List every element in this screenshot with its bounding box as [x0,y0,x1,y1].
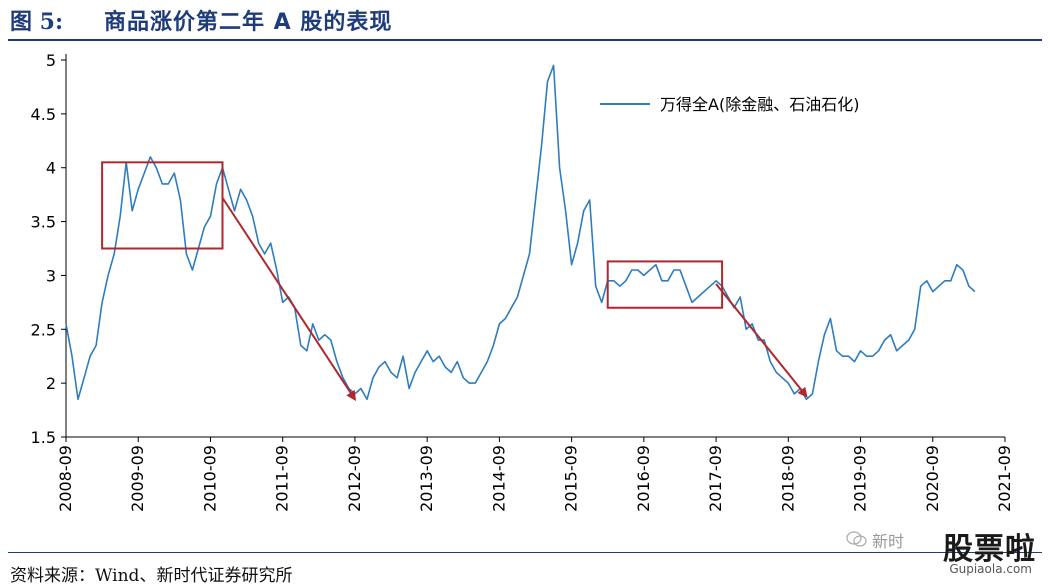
brand-url: Gupiaola.com [949,562,1032,576]
x-tick-label: 2012-09 [345,445,364,512]
source-note: 资料来源：Wind、新时代证券研究所 [10,566,293,586]
wechat-watermark: 新时 [846,528,936,551]
y-tick-label: 3.5 [31,213,56,232]
footer-rule [8,552,1042,553]
legend-label: 万得全A(除金融、石油石化) [660,95,859,114]
x-tick-label: 2014-09 [489,445,508,512]
wechat-icon [846,531,867,547]
series-layer [65,64,976,401]
brand-watermark: 股票啦 Gupiaola.com [924,524,1036,578]
x-tick-label: 2018-09 [778,445,797,512]
x-tick-label: 2016-09 [634,445,653,512]
wechat-text: 新时 [872,532,905,551]
y-tick-label: 4.5 [31,105,56,124]
y-tick-label: 5 [46,51,56,70]
figure-number: 图 5: [10,9,64,35]
x-tick-label: 2021-09 [995,445,1014,512]
y-tick-label: 2 [46,374,56,393]
y-tick-label: 2.5 [31,320,56,339]
series-line [65,64,976,401]
x-tick-label: 2011-09 [273,445,292,512]
annotations [101,161,808,401]
x-tick-label: 2010-09 [200,445,219,512]
x-tick-label: 2019-09 [851,445,870,512]
highlight-box [101,161,224,250]
figure-title: 商品涨价第二年 A 股的表现 [104,10,393,35]
figure-header: 图 5: 商品涨价第二年 A 股的表现 [10,4,1040,38]
y-tick-label: 4 [46,159,56,178]
x-tick-label: 2015-09 [562,445,581,512]
y-tick-label: 1.5 [31,428,56,447]
x-tick-label: 2017-09 [706,445,725,512]
trend-arrow [715,283,808,398]
x-tick-label: 2020-09 [923,445,942,512]
legend: 万得全A(除金融、石油石化) [600,95,859,114]
trend-arrow [221,197,357,401]
header-rule [8,39,1042,41]
highlight-box [606,260,724,309]
x-tick-label: 2013-09 [417,445,436,512]
x-tick-label: 2008-09 [56,445,75,512]
y-tick-label: 3 [46,266,56,285]
brand-logo-text: 股票啦 [943,532,1036,567]
x-tick-label: 2009-09 [128,445,147,512]
